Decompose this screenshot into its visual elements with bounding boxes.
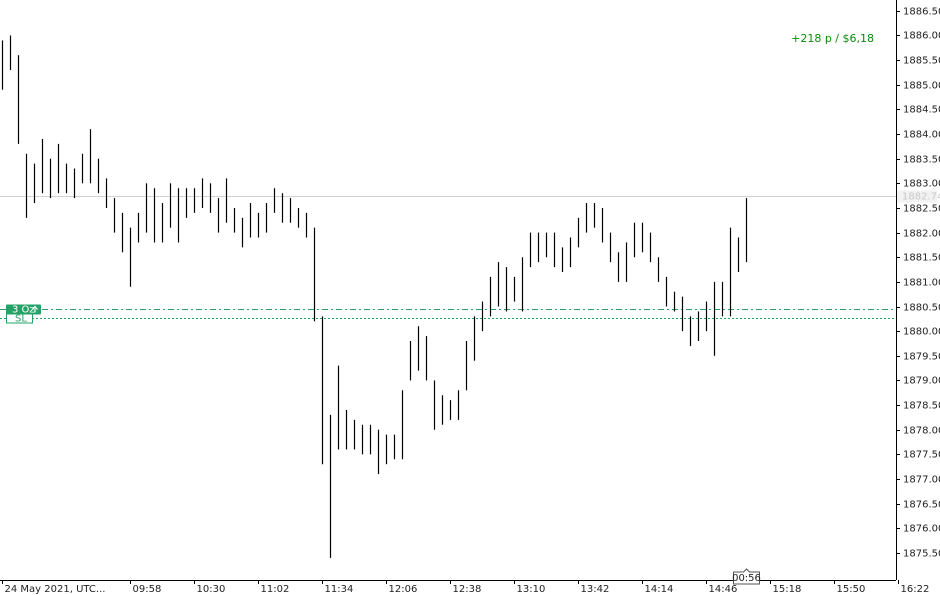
position-tag-label: 3 Oz (12, 305, 35, 316)
y-tick-label: 1886.00 (903, 31, 940, 42)
timer-label: 00:56 (732, 573, 761, 584)
y-tick-label: 1880.50 (903, 303, 940, 314)
y-tick-label: 1878.50 (903, 401, 940, 412)
y-tick-label: 1877.00 (903, 475, 940, 486)
y-tick-label: 1876.50 (903, 500, 940, 511)
y-tick-label: 1875.50 (903, 549, 940, 560)
stop-loss-tag-label: SL (15, 314, 27, 325)
y-tick-label: 1881.50 (903, 253, 940, 264)
x-tick-label: 14:14 (645, 584, 674, 595)
y-tick-label: 1879.50 (903, 352, 940, 363)
y-tick-label: 1876.00 (903, 524, 940, 535)
stop-loss-tag (6, 313, 33, 324)
y-tick-label: 1883.50 (903, 155, 940, 166)
y-tick-label: 1885.50 (903, 56, 940, 67)
y-tick-label: 1885.00 (903, 81, 940, 92)
x-tick-label: 16:22 (901, 584, 930, 595)
profit-label: +218 p / $6,18 (791, 32, 874, 45)
x-tick-label: 13:10 (517, 584, 546, 595)
x-tick-label: 12:38 (453, 584, 482, 595)
y-tick-label: 1884.00 (903, 130, 940, 141)
current-price-tag (897, 190, 937, 203)
x-tick-label: 15:50 (837, 584, 866, 595)
y-tick-label: 1883.00 (903, 179, 940, 190)
timer-box (733, 568, 760, 585)
x-tick-label: 11:34 (325, 584, 354, 595)
x-tick-label: 11:02 (261, 584, 290, 595)
y-tick-label: 1880.00 (903, 327, 940, 338)
y-tick-label: 1886.50 (903, 7, 940, 18)
position-tag (6, 304, 41, 315)
x-tick-label: 14:46 (709, 584, 738, 595)
y-tick-label: 1884.50 (903, 105, 940, 116)
x-tick-label: 12:06 (389, 584, 418, 595)
y-tick-label: 1882.50 (903, 204, 940, 215)
x-tick-label: 15:18 (773, 584, 802, 595)
y-tick-label: 1879.00 (903, 376, 940, 387)
y-tick-label: 1881.00 (903, 278, 940, 289)
position-arrow (32, 305, 38, 313)
x-tick-label: 10:30 (197, 584, 226, 595)
current-price-label: 1882.74 (902, 192, 940, 203)
y-tick-label: 1878.00 (903, 426, 940, 437)
x-tick-label: 13:42 (581, 584, 610, 595)
x-tick-label: 09:58 (133, 584, 162, 595)
x-tick-label: 24 May 2021, UTC... (5, 584, 106, 595)
y-tick-label: 1877.50 (903, 450, 940, 461)
y-tick-label: 1882.00 (903, 229, 940, 240)
